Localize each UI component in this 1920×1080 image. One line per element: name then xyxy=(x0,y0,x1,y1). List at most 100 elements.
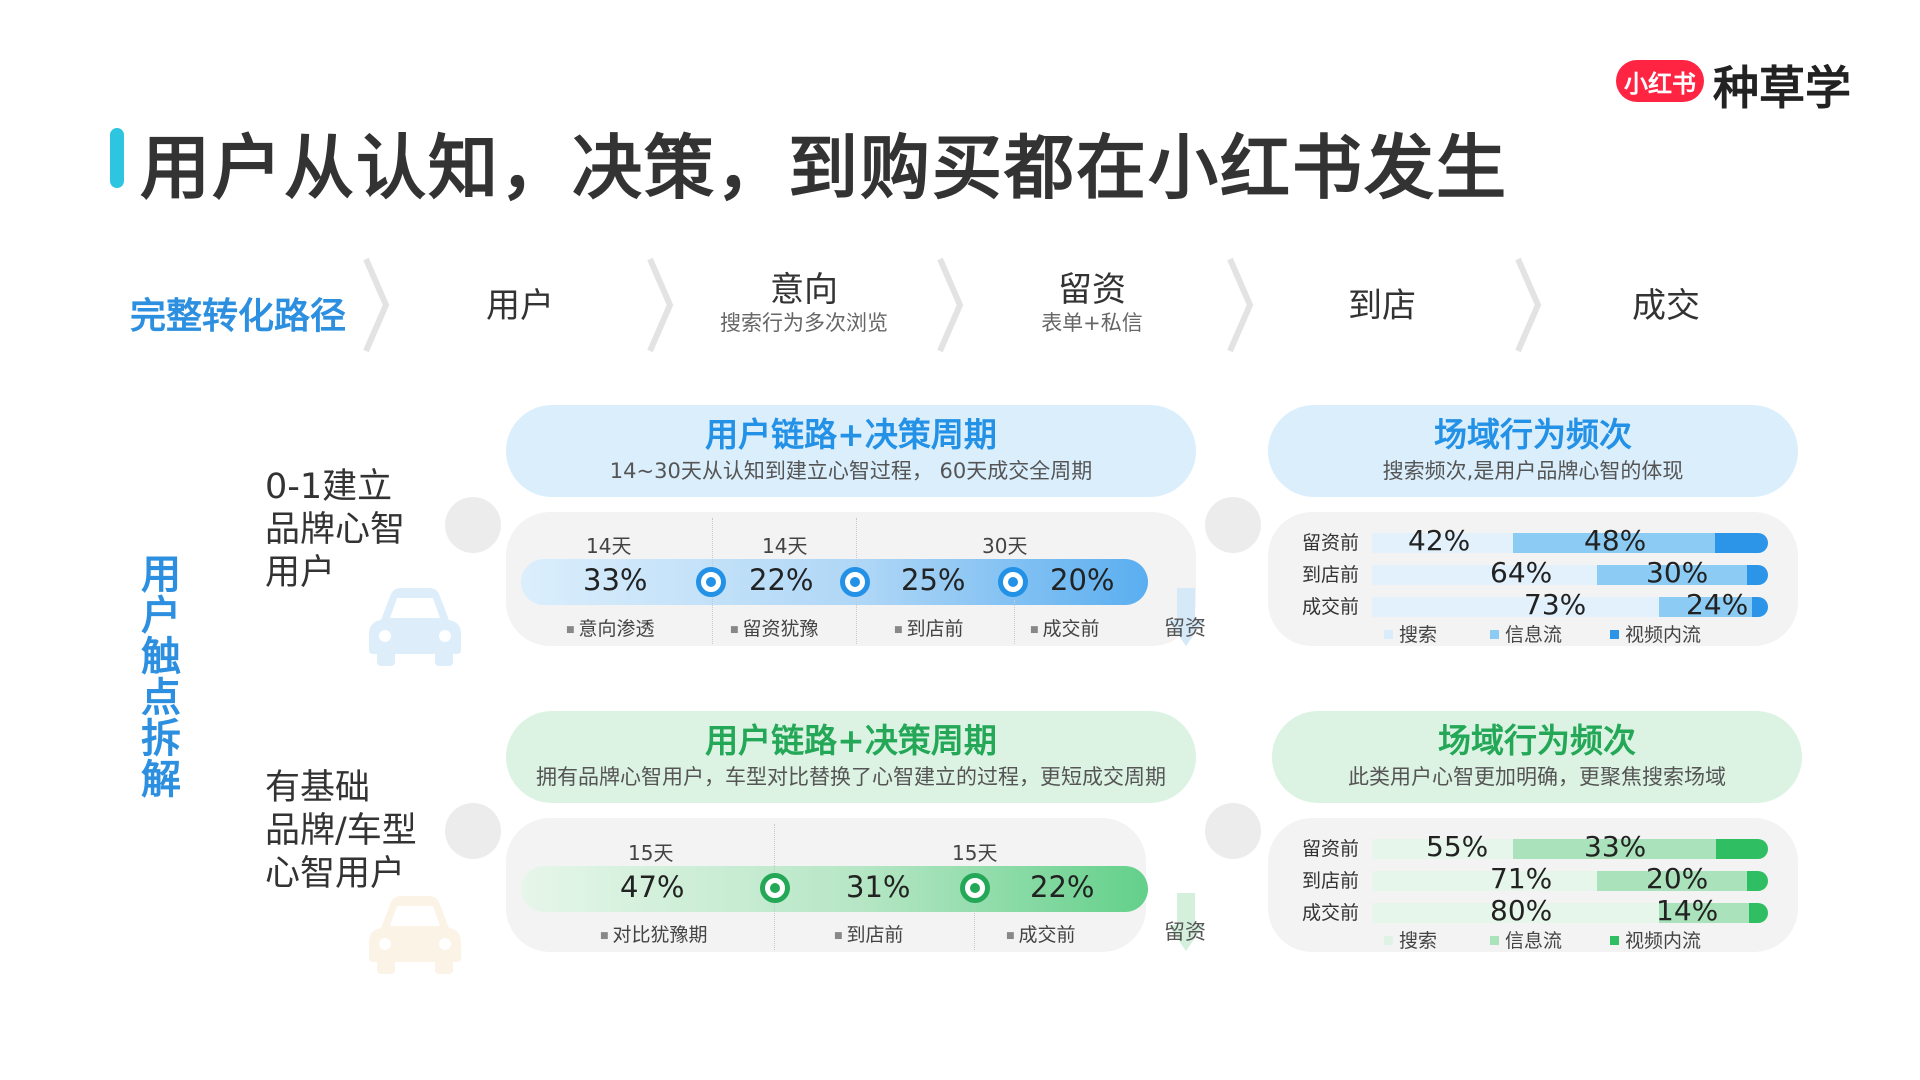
frequency-row-label: 到店前 xyxy=(1302,870,1360,892)
frequency-search-value: 71% xyxy=(1490,862,1553,895)
brand-name: 种草学 xyxy=(1713,61,1851,115)
chevron-right-icon xyxy=(937,257,964,353)
frequency-bar-feed xyxy=(1597,565,1747,585)
car-icon xyxy=(369,896,461,974)
car-icon xyxy=(369,588,461,666)
period-label: 14天 xyxy=(586,534,632,558)
frequency-feed-value: 20% xyxy=(1646,862,1709,895)
funnel-percent: 22% xyxy=(1030,870,1095,904)
stage-label: 成交前 xyxy=(1006,920,1076,947)
down-arrow-icon xyxy=(1168,893,1204,951)
stage-label: 成交前 xyxy=(1030,614,1100,641)
period-label: 30天 xyxy=(982,534,1028,558)
frequency-feed-value: 33% xyxy=(1584,830,1647,863)
divider xyxy=(1014,600,1015,644)
leads-arrow-label: 留资 xyxy=(1164,616,1206,640)
frequency-feed-value: 14% xyxy=(1656,894,1719,927)
connector-dot xyxy=(1205,803,1261,859)
legend-swatch xyxy=(1384,936,1393,945)
legend-search: 搜索 xyxy=(1384,620,1437,647)
stage-node xyxy=(696,567,726,597)
touchpoint-breakdown-label: 用户触点拆解 xyxy=(141,552,181,803)
legend-video: 视频内流 xyxy=(1610,926,1701,953)
brand-logo-badge: 小红书 xyxy=(1616,60,1704,102)
stage-label: 意向渗透 xyxy=(566,614,655,641)
stage-node xyxy=(760,873,790,903)
frequency-row-label: 成交前 xyxy=(1302,596,1360,618)
frequency-search-value: 64% xyxy=(1490,556,1553,589)
segment-label-new-users: 0-1建立 品牌心智 用户 xyxy=(265,467,406,593)
legend-swatch xyxy=(1610,936,1619,945)
funnel-percent: 47% xyxy=(620,870,685,904)
connector-dot xyxy=(445,803,501,859)
stage-node xyxy=(960,873,990,903)
legend-search: 搜索 xyxy=(1384,926,1437,953)
title-accent-bar xyxy=(110,128,124,188)
frequency-bar-video xyxy=(1716,839,1768,859)
frequency-feed-value: 30% xyxy=(1646,556,1709,589)
period-label: 14天 xyxy=(762,534,808,558)
path-step-leads: 留资 表单+私信 xyxy=(1041,270,1143,335)
stage-label: 留资犹豫 xyxy=(730,614,819,641)
frequency-feed-value: 24% xyxy=(1686,588,1749,621)
stage-label: 到店前 xyxy=(894,614,964,641)
funnel-bar xyxy=(521,559,1148,605)
connector-dot xyxy=(445,497,501,553)
conversion-path-label: 完整转化路径 xyxy=(130,296,347,337)
frequency-header: 场域行为频次 此类用户心智更加明确，更聚焦搜索场域 xyxy=(1272,711,1802,803)
frequency-bar-video xyxy=(1747,871,1768,891)
funnel-percent: 31% xyxy=(846,870,911,904)
frequency-search-value: 80% xyxy=(1490,894,1553,927)
chevron-right-icon xyxy=(1227,257,1254,353)
frequency-search-value: 73% xyxy=(1524,588,1587,621)
frequency-bar-video xyxy=(1715,533,1768,553)
path-step-user: 用户 xyxy=(486,286,554,326)
chevron-right-icon xyxy=(363,257,390,353)
frequency-search-value: 55% xyxy=(1426,830,1489,863)
chevron-right-icon xyxy=(1515,257,1542,353)
frequency-bar-video xyxy=(1747,565,1768,585)
stage-node xyxy=(840,567,870,597)
period-label: 15天 xyxy=(952,841,998,865)
frequency-row-label: 留资前 xyxy=(1302,532,1360,554)
frequency-bar-video xyxy=(1752,597,1768,617)
legend-feed: 信息流 xyxy=(1490,620,1562,647)
frequency-feed-value: 48% xyxy=(1584,524,1647,557)
connector-dot xyxy=(1205,497,1261,553)
legend-feed: 信息流 xyxy=(1490,926,1562,953)
leads-arrow-label: 留资 xyxy=(1164,920,1206,944)
legend-swatch xyxy=(1384,630,1393,639)
frequency-header: 场域行为频次 搜索频次,是用户品牌心智的体现 xyxy=(1268,405,1798,497)
funnel-percent: 20% xyxy=(1050,563,1115,597)
path-step-deal: 成交 xyxy=(1632,286,1700,326)
frequency-bar-feed xyxy=(1659,903,1749,923)
legend-video: 视频内流 xyxy=(1610,620,1701,647)
segment-label-existing-users: 有基础 品牌/车型 心智用户 xyxy=(265,768,417,894)
funnel-bar xyxy=(521,866,1148,912)
stage-label: 对比犹豫期 xyxy=(600,920,708,947)
chain-header: 用户链路+决策周期 14~30天从认知到建立心智过程， 60天成交全周期 xyxy=(506,405,1196,497)
legend-swatch xyxy=(1490,630,1499,639)
legend-swatch xyxy=(1610,630,1619,639)
down-arrow-icon xyxy=(1168,588,1204,646)
funnel-percent: 25% xyxy=(901,563,966,597)
frequency-bar-feed xyxy=(1597,871,1747,891)
frequency-bar-video xyxy=(1749,903,1768,923)
frequency-row-label: 留资前 xyxy=(1302,838,1360,860)
frequency-bar-feed xyxy=(1513,839,1716,859)
stage-label: 到店前 xyxy=(834,920,904,947)
path-step-store-visit: 到店 xyxy=(1348,286,1416,326)
period-label: 15天 xyxy=(628,841,674,865)
divider xyxy=(974,906,975,950)
page-title: 用户从认知，决策，到购买都在小红书发生 xyxy=(140,127,1508,209)
frequency-bar-feed xyxy=(1659,597,1752,617)
chevron-right-icon xyxy=(647,257,674,353)
path-step-intent: 意向 搜索行为多次浏览 xyxy=(720,270,888,335)
frequency-row-label: 成交前 xyxy=(1302,902,1360,924)
frequency-bar-feed xyxy=(1513,533,1715,553)
funnel-percent: 22% xyxy=(749,563,814,597)
frequency-search-value: 42% xyxy=(1408,524,1471,557)
funnel-percent: 33% xyxy=(583,563,648,597)
frequency-row-label: 到店前 xyxy=(1302,564,1360,586)
legend-swatch xyxy=(1490,936,1499,945)
